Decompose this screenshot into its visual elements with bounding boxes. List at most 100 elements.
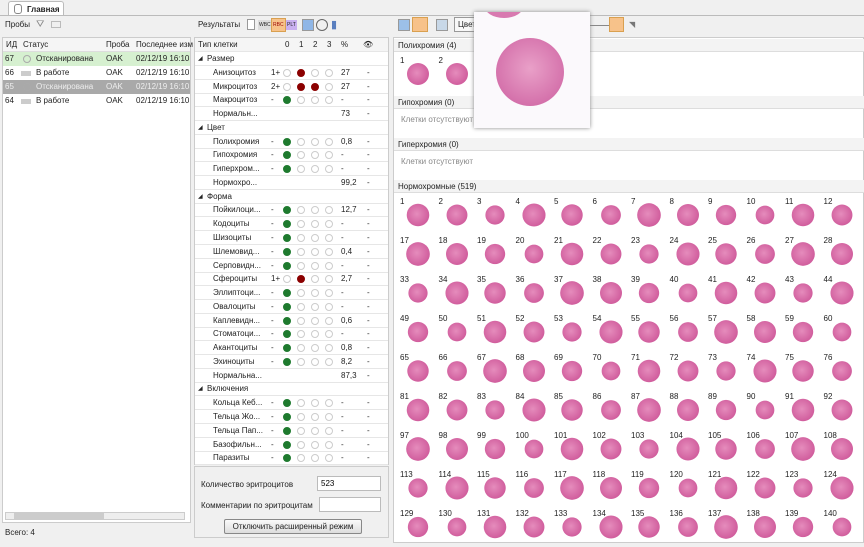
cell-type-row[interactable]: Кольца Кеб... - - - xyxy=(195,396,388,411)
grade-0-radio[interactable] xyxy=(283,165,291,174)
grade-2-radio[interactable] xyxy=(311,137,319,146)
comment-input[interactable] xyxy=(319,497,381,512)
grade-1-radio[interactable] xyxy=(297,165,305,174)
cell-type-row[interactable]: Стоматоци... - - - xyxy=(195,327,388,342)
cell-thumbnail[interactable]: 129 xyxy=(398,509,436,547)
cell-thumbnail[interactable]: 131 xyxy=(475,509,513,547)
cell-thumbnail[interactable]: 21 xyxy=(552,236,590,274)
cell-thumbnail[interactable]: 86 xyxy=(591,392,629,430)
cell-thumbnail[interactable]: 36 xyxy=(514,275,552,313)
cell-type-row[interactable]: Нормохро... 99,2 - xyxy=(195,176,388,190)
tab-wbc[interactable]: WBC xyxy=(258,20,272,30)
cell-thumbnail[interactable]: 132 xyxy=(514,509,552,547)
grade-3-radio[interactable] xyxy=(325,357,333,366)
grid-view-icon[interactable] xyxy=(412,17,428,32)
cell-thumbnail[interactable]: 73 xyxy=(706,353,744,391)
grade-1-radio[interactable] xyxy=(297,247,305,256)
cell-thumbnail[interactable]: 89 xyxy=(706,392,744,430)
grade-2-radio[interactable] xyxy=(311,316,319,325)
section-header[interactable]: Нормохромные (519) xyxy=(394,180,864,193)
cell-thumbnail[interactable]: 68 xyxy=(514,353,552,391)
collapse-icon[interactable]: ◢ xyxy=(198,56,203,62)
cell-thumbnail[interactable]: 38 xyxy=(591,275,629,313)
grade-2-radio[interactable] xyxy=(311,206,319,215)
disabled-icon[interactable] xyxy=(316,19,328,31)
cell-thumbnail[interactable]: 51 xyxy=(475,314,513,352)
grade-1-radio[interactable] xyxy=(297,234,305,242)
cell-thumbnail[interactable]: 71 xyxy=(629,353,667,391)
grade-0-radio[interactable] xyxy=(283,440,291,449)
grade-0-radio[interactable] xyxy=(283,151,291,160)
grade-2-radio[interactable] xyxy=(311,82,319,91)
grade-0-radio[interactable] xyxy=(283,206,291,215)
cell-thumbnail[interactable]: 101 xyxy=(552,431,590,469)
single-view-icon[interactable] xyxy=(398,19,410,31)
grade-1-radio[interactable] xyxy=(297,440,305,449)
cell-thumbnail[interactable]: 37 xyxy=(552,275,590,313)
cell-type-row[interactable]: Шлемовид... - 0,4 - xyxy=(195,245,388,259)
grade-1-radio[interactable] xyxy=(297,357,305,366)
tab-rbc[interactable]: RBC xyxy=(271,18,286,32)
cell-thumbnail[interactable]: 44 xyxy=(822,275,860,313)
section-header[interactable]: Гипохромия (0) xyxy=(394,96,864,109)
cell-thumbnail[interactable]: 50 xyxy=(437,314,475,352)
cell-thumbnail[interactable]: 52 xyxy=(514,314,552,352)
camera-icon[interactable] xyxy=(609,17,624,32)
cell-thumbnail[interactable]: 88 xyxy=(668,392,706,430)
cell-thumbnail[interactable]: 85 xyxy=(552,392,590,430)
collapse-icon[interactable]: ◢ xyxy=(198,124,203,131)
cell-thumbnail[interactable]: 115 xyxy=(475,470,513,508)
chart-icon[interactable]: ▮ xyxy=(331,19,338,31)
cell-thumbnail[interactable]: 135 xyxy=(629,509,667,547)
cell-thumbnail[interactable]: 39 xyxy=(629,275,667,313)
grade-1-radio[interactable] xyxy=(297,206,305,215)
cell-thumbnail[interactable]: 107 xyxy=(783,431,821,469)
eye-icon[interactable]: 👁 xyxy=(363,40,374,49)
cell-thumbnail[interactable]: 104 xyxy=(668,431,706,469)
cell-type-row[interactable]: Макроцитоз - - - xyxy=(195,93,388,108)
grade-1-radio[interactable] xyxy=(297,413,305,422)
gallery-icon[interactable] xyxy=(436,19,448,31)
grade-2-radio[interactable] xyxy=(311,165,319,174)
cell-thumbnail[interactable]: 106 xyxy=(745,431,783,469)
cell-type-row[interactable]: Гиперхром... - - - xyxy=(195,162,388,177)
grade-1-radio[interactable] xyxy=(297,330,305,339)
cell-type-row[interactable]: Полихромия - 0,8 - xyxy=(195,135,388,149)
cell-thumbnail[interactable]: 10 xyxy=(745,197,783,235)
grade-0-radio[interactable] xyxy=(283,137,291,146)
collapse-icon[interactable]: ◢ xyxy=(198,193,203,200)
cell-thumbnail[interactable]: 133 xyxy=(552,509,590,547)
cell-thumbnail[interactable]: 138 xyxy=(745,509,783,547)
cell-thumbnail[interactable]: 1 xyxy=(398,56,436,94)
grade-2-radio[interactable] xyxy=(311,440,319,449)
grade-0-radio[interactable] xyxy=(283,220,291,229)
cell-thumbnail[interactable]: 41 xyxy=(706,275,744,313)
cell-thumbnail[interactable]: 2 xyxy=(437,197,475,235)
grade-3-radio[interactable] xyxy=(325,289,333,298)
sample-row[interactable]: 66 В работе OAK 02/12/19 16:10 xyxy=(3,66,190,80)
cell-type-row[interactable]: Овалоциты - - - xyxy=(195,300,388,314)
cell-thumbnail[interactable]: 139 xyxy=(783,509,821,547)
grade-1-radio[interactable] xyxy=(297,302,305,311)
grade-1-radio[interactable] xyxy=(297,261,305,270)
cell-thumbnail[interactable]: 123 xyxy=(783,470,821,508)
cell-thumbnail[interactable]: 117 xyxy=(552,470,590,508)
cell-thumbnail[interactable]: 102 xyxy=(591,431,629,469)
grade-2-radio[interactable] xyxy=(311,151,319,160)
filter-icon[interactable]: ⛛ xyxy=(36,19,45,30)
cell-thumbnail[interactable]: 9 xyxy=(706,197,744,235)
cell-thumbnail[interactable]: 12 xyxy=(822,197,860,235)
cell-thumbnail[interactable]: 26 xyxy=(745,236,783,274)
cell-type-row[interactable]: Пойкилоци... - 12,7 - xyxy=(195,203,388,218)
col-modified[interactable]: Последнее изм xyxy=(136,40,193,49)
cell-thumbnail[interactable]: 11 xyxy=(783,197,821,235)
grade-3-radio[interactable] xyxy=(325,206,333,215)
corner-icon[interactable]: ◥ xyxy=(629,20,636,29)
cell-thumbnail[interactable]: 87 xyxy=(629,392,667,430)
cell-thumbnail[interactable]: 120 xyxy=(668,470,706,508)
grade-2-radio[interactable] xyxy=(311,330,319,339)
grade-2-radio[interactable] xyxy=(311,220,319,229)
cell-thumbnail[interactable]: 130 xyxy=(437,509,475,547)
cell-thumbnail[interactable]: 59 xyxy=(783,314,821,352)
cell-thumbnail[interactable]: 70 xyxy=(591,353,629,391)
